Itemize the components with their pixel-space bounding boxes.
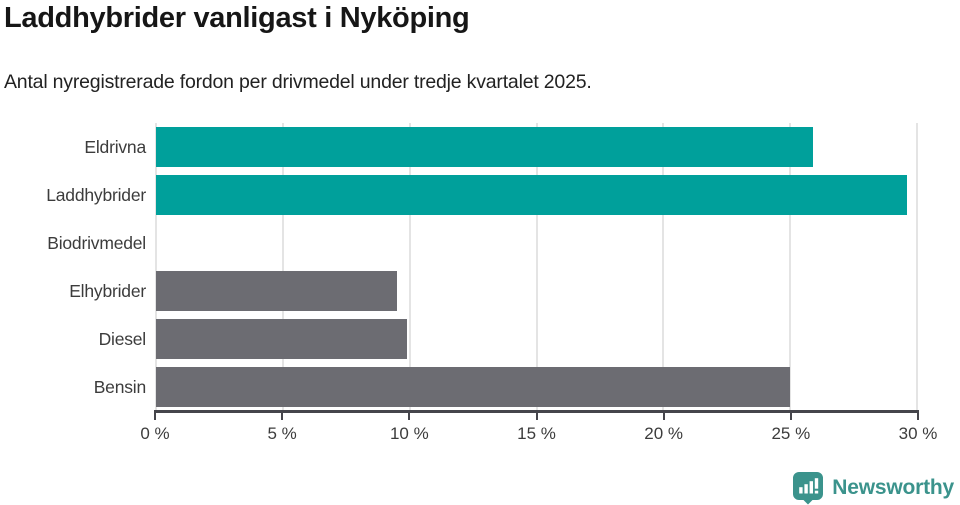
category-label: Eldrivna (84, 136, 146, 157)
bar-elhybrider (156, 271, 397, 311)
category-label: Bensin (93, 376, 147, 397)
chart-rows: Eldrivna Laddhybrider Biodrivmedel Elhybrid… (0, 123, 917, 411)
chart-row: Bensin (0, 363, 917, 411)
newsworthy-logo-icon (792, 471, 824, 505)
x-tick-label: 10 % (389, 424, 429, 443)
x-tick-label: 30 % (898, 424, 938, 443)
brand-footer: Newsworthy (792, 471, 954, 505)
x-tickmark (154, 410, 156, 420)
plot-gridlines (155, 123, 918, 411)
bar-track (156, 271, 917, 311)
x-tickmark (408, 410, 411, 420)
gridline (916, 123, 918, 411)
x-tickmark (789, 410, 792, 420)
chart-subtitle: Antal nyregistrerade fordon per drivmede… (4, 71, 592, 93)
gridline (155, 123, 157, 411)
x-tick-label: 0 % (140, 424, 170, 443)
x-axis: 0 % 5 % 10 % 15 % 20 % 25 % 30 % (140, 410, 937, 450)
chart-row: Elhybrider (0, 267, 917, 315)
bar-eldrivna (156, 127, 813, 167)
bar-track (156, 127, 917, 167)
x-tick-label: 20 % (644, 424, 684, 443)
gridline (281, 123, 284, 411)
bar-track (156, 367, 917, 407)
gridline (662, 123, 665, 411)
bar-laddhybrider (156, 175, 907, 215)
chart-row: Eldrivna (0, 123, 917, 171)
category-label: Biodrivmedel (47, 232, 146, 253)
gridline (535, 123, 538, 411)
x-tickmark (535, 410, 538, 420)
bar-bensin (156, 367, 791, 407)
chart-row: Laddhybrider (0, 171, 917, 219)
brand-name: Newsworthy (832, 476, 954, 499)
bar-diesel (156, 319, 408, 359)
x-tick-label: 15 % (517, 424, 556, 443)
x-tickmark (917, 410, 919, 420)
x-tickmark (281, 410, 284, 420)
category-label: Laddhybrider (46, 184, 146, 205)
x-tick-label: 25 % (771, 424, 811, 443)
category-label: Diesel (98, 328, 147, 349)
gridline (789, 123, 792, 411)
chart-row: Biodrivmedel (0, 219, 917, 267)
chart-title: Laddhybrider vanligast i Nyköping (4, 2, 470, 34)
bar-track (156, 175, 917, 215)
gridline (408, 123, 411, 411)
bar-track (156, 223, 917, 263)
x-tickmark (662, 410, 665, 420)
category-label: Elhybrider (69, 280, 146, 301)
chart-row: Diesel (0, 315, 917, 363)
bar-track (156, 319, 917, 359)
x-tick-label: 5 % (267, 424, 297, 443)
